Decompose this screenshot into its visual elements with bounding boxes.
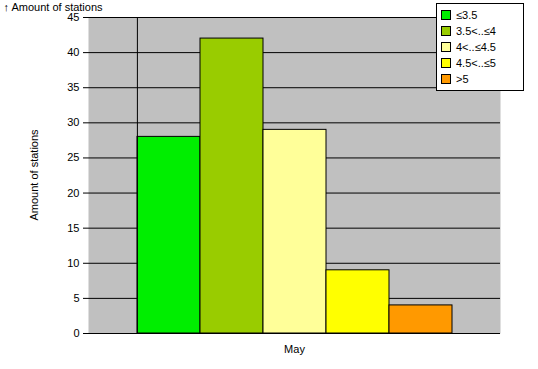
svg-text:45: 45 [67, 11, 80, 23]
svg-text:35: 35 [67, 81, 79, 93]
html-text:≤3.5: ≤3.5 [456, 9, 478, 21]
svg-text:Amount of stations: Amount of stations [28, 129, 40, 221]
svg-text:20: 20 [67, 187, 79, 199]
html-text:4.5<..≤5: 4.5<..≤5 [456, 57, 496, 69]
html-text:4<..≤4.5: 4<..≤4.5 [456, 41, 496, 53]
html-text:3.5<..≤4: 3.5<..≤4 [456, 25, 496, 37]
svg-text:25: 25 [67, 151, 79, 163]
html-text:>5: >5 [456, 73, 469, 85]
svg-text:↑ Amount of stations: ↑ Amount of stations [4, 1, 104, 13]
svg-text:5: 5 [73, 292, 79, 304]
svg-text:15: 15 [67, 222, 79, 234]
svg-text:May: May [284, 343, 305, 355]
svg-text:40: 40 [67, 46, 79, 58]
svg-text:30: 30 [67, 116, 79, 128]
svg-text:10: 10 [67, 257, 79, 269]
svg-text:0: 0 [73, 327, 79, 339]
